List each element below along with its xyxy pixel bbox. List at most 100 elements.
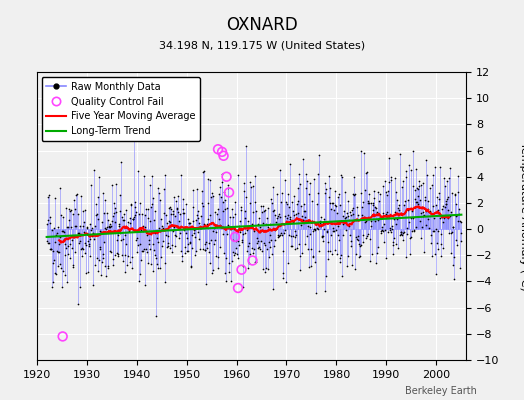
Point: [218, 178, 226, 185]
Point: [265, 254, 273, 260]
Point: [239, 187, 248, 194]
Point: [133, 235, 141, 242]
Point: [151, 230, 160, 236]
Point: [55, 249, 63, 255]
Point: [390, 209, 399, 215]
Point: [123, 225, 132, 231]
Point: [68, 245, 76, 251]
Point: [221, 196, 229, 203]
Point: [168, 242, 176, 248]
Point: [67, 207, 75, 213]
Point: [90, 167, 98, 173]
Point: [436, 241, 445, 247]
Point: [190, 230, 198, 236]
Point: [427, 240, 435, 246]
Point: [417, 235, 425, 242]
Point: [327, 206, 335, 212]
Point: [370, 194, 378, 201]
Point: [81, 250, 89, 256]
Point: [173, 192, 182, 199]
Point: [117, 237, 125, 243]
Point: [107, 182, 116, 188]
Point: [420, 212, 428, 219]
Point: [50, 225, 58, 232]
Point: [279, 248, 287, 254]
Point: [227, 258, 236, 264]
Point: [78, 245, 86, 251]
Point: [387, 174, 395, 180]
Point: [80, 218, 88, 225]
Point: [59, 228, 67, 234]
Point: [326, 248, 335, 254]
Point: [251, 198, 259, 205]
Point: [184, 241, 192, 247]
Point: [420, 249, 429, 256]
Point: [176, 211, 184, 217]
Point: [355, 241, 364, 248]
Point: [290, 212, 298, 218]
Point: [96, 244, 105, 250]
Point: [337, 272, 346, 279]
Point: [216, 221, 225, 228]
Point: [307, 231, 315, 237]
Point: [48, 278, 57, 285]
Point: [195, 220, 203, 226]
Point: [127, 201, 135, 207]
Point: [455, 206, 463, 212]
Point: [196, 246, 205, 252]
Point: [224, 181, 233, 188]
Point: [449, 262, 457, 268]
Point: [270, 242, 278, 249]
Point: [220, 152, 228, 159]
Point: [435, 190, 443, 196]
Point: [376, 229, 385, 236]
Point: [185, 239, 194, 246]
Point: [208, 190, 216, 196]
Point: [418, 224, 427, 230]
Point: [129, 128, 138, 134]
Point: [252, 208, 260, 214]
Point: [331, 188, 339, 194]
Point: [361, 219, 369, 226]
Point: [187, 264, 195, 270]
Point: [164, 240, 172, 246]
Point: [248, 257, 257, 264]
Point: [351, 251, 359, 257]
Point: [178, 253, 186, 259]
Point: [408, 228, 416, 234]
Point: [107, 223, 115, 229]
Point: [377, 213, 385, 220]
Point: [80, 206, 89, 213]
Point: [366, 223, 375, 229]
Point: [156, 197, 164, 204]
Point: [135, 211, 144, 217]
Point: [95, 246, 104, 252]
Point: [416, 218, 424, 224]
Point: [294, 171, 303, 178]
Point: [179, 206, 187, 212]
Point: [60, 236, 68, 242]
Point: [261, 264, 270, 271]
Point: [386, 227, 394, 233]
Point: [247, 221, 256, 227]
Point: [232, 244, 241, 251]
Point: [395, 202, 403, 208]
Point: [54, 249, 62, 255]
Point: [456, 229, 465, 236]
Point: [172, 205, 181, 212]
Point: [247, 184, 256, 190]
Point: [254, 238, 262, 244]
Text: OXNARD: OXNARD: [226, 16, 298, 34]
Point: [399, 236, 408, 243]
Point: [206, 260, 214, 266]
Point: [278, 190, 286, 196]
Point: [344, 198, 352, 204]
Point: [86, 182, 95, 188]
Point: [450, 275, 458, 282]
Point: [82, 242, 90, 248]
Point: [202, 281, 210, 287]
Point: [109, 213, 117, 219]
Point: [193, 186, 201, 192]
Point: [180, 210, 188, 216]
Point: [310, 226, 319, 232]
